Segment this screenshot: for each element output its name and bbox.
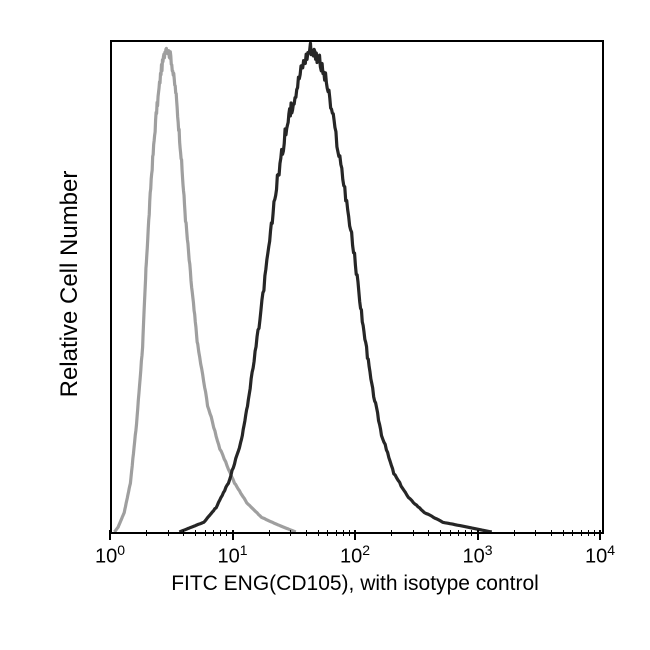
x-axis-label-text: FITC ENG(CD105), with isotype control — [171, 572, 539, 595]
x-tick-minor — [465, 530, 466, 536]
x-tick-label: 104 — [570, 542, 630, 569]
x-tick-minor — [413, 530, 414, 536]
x-tick-major — [232, 530, 234, 540]
x-tick-minor — [183, 530, 184, 536]
x-tick-minor — [327, 530, 328, 536]
x-tick-minor — [458, 530, 459, 536]
x-tick-label: 100 — [80, 542, 140, 569]
x-tick-minor — [450, 530, 451, 536]
x-tick-minor — [195, 530, 196, 536]
x-tick-minor — [588, 530, 589, 536]
y-axis-label: Relative Cell Number — [56, 134, 84, 434]
x-tick-minor — [471, 530, 472, 536]
x-tick-minor — [349, 530, 350, 536]
y-axis-label-text: Relative Cell Number — [56, 171, 83, 398]
x-tick-minor — [336, 530, 337, 536]
x-tick-minor — [146, 530, 147, 536]
x-tick-minor — [220, 530, 221, 536]
x-tick-minor — [535, 530, 536, 536]
x-tick-major — [354, 530, 356, 540]
x-axis-label: FITC ENG(CD105), with isotype control — [110, 572, 600, 596]
x-tick-minor — [572, 530, 573, 536]
x-tick-minor — [290, 530, 291, 536]
x-tick-minor — [581, 530, 582, 536]
plot-area — [110, 40, 604, 534]
x-tick-minor — [318, 530, 319, 536]
x-tick-minor — [205, 530, 206, 536]
x-tick-minor — [168, 530, 169, 536]
x-tick-minor — [563, 530, 564, 536]
x-tick-minor — [343, 530, 344, 536]
x-tick-label: 102 — [325, 542, 385, 569]
x-tick-minor — [391, 530, 392, 536]
x-tick-minor — [440, 530, 441, 536]
x-tick-minor — [594, 530, 595, 536]
x-tick-minor — [514, 530, 515, 536]
x-tick-minor — [428, 530, 429, 536]
histogram-svg — [112, 42, 602, 532]
series-fitc-eng-cd105 — [179, 43, 491, 532]
x-tick-minor — [226, 530, 227, 536]
x-tick-minor — [269, 530, 270, 536]
x-tick-minor — [306, 530, 307, 536]
x-tick-major — [477, 530, 479, 540]
x-tick-major — [599, 530, 601, 540]
x-tick-label: 101 — [203, 542, 263, 569]
x-tick-major — [109, 530, 111, 540]
x-tick-minor — [213, 530, 214, 536]
series-isotype-control — [114, 48, 295, 532]
x-tick-minor — [551, 530, 552, 536]
figure: Relative Cell Number 100 101 102 103 104 FIT… — [0, 0, 650, 650]
x-tick-label: 103 — [448, 542, 508, 569]
